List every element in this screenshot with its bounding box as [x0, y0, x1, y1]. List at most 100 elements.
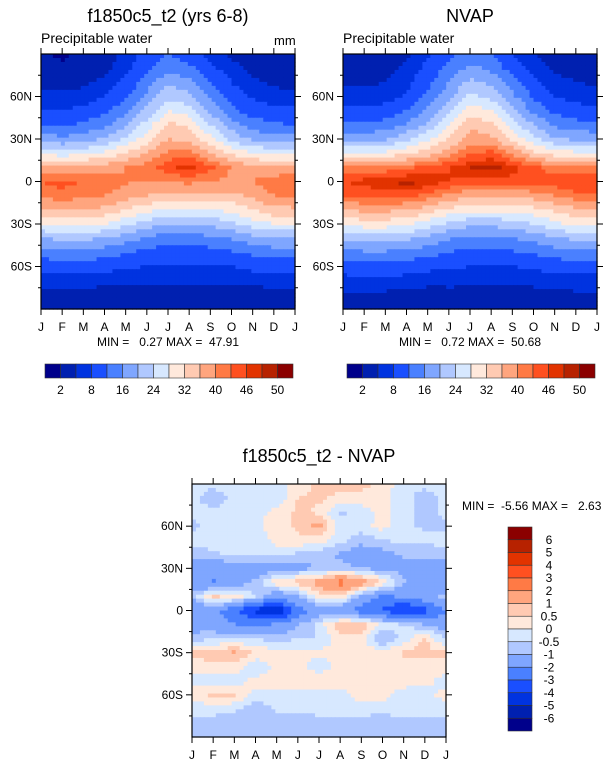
- model-cell: [247, 217, 252, 222]
- model-cell: [120, 293, 125, 298]
- obs-cell: [565, 73, 570, 79]
- model-cell: [116, 241, 121, 246]
- model-cell: [144, 197, 149, 203]
- model-cell: [144, 81, 149, 87]
- model-cell: [152, 285, 157, 290]
- model-cell: [108, 301, 114, 306]
- model-cell: [120, 101, 125, 107]
- model-cell: [283, 141, 288, 147]
- model-cell: [211, 145, 217, 151]
- obs-cell: [450, 69, 455, 75]
- model-cell: [80, 261, 86, 266]
- model-cell: [44, 97, 50, 103]
- model-cell: [171, 57, 177, 63]
- model-cell: [112, 197, 118, 203]
- model-cell: [243, 245, 248, 250]
- model-cell: [108, 265, 114, 270]
- model-cell: [203, 209, 209, 214]
- model-cell: [80, 301, 86, 306]
- obs-cell: [501, 89, 507, 95]
- model-cell: [41, 177, 46, 183]
- model-cell: [132, 241, 137, 246]
- model-cell: [243, 305, 248, 310]
- model-cell: [211, 141, 217, 147]
- model-cell: [56, 57, 62, 63]
- model-cell: [92, 181, 98, 187]
- model-cell: [140, 165, 145, 171]
- model-cell: [235, 89, 241, 95]
- model-cell: [179, 245, 185, 250]
- model-cell: [160, 177, 165, 183]
- model-xtick-label: J: [292, 320, 298, 334]
- model-cell: [243, 193, 248, 199]
- model-cell: [41, 157, 46, 163]
- model-cell: [64, 117, 70, 123]
- model-cell: [56, 129, 62, 135]
- model-cell: [207, 197, 213, 203]
- obs-cell: [537, 93, 543, 99]
- obs-cell: [565, 69, 570, 75]
- obs-cell: [501, 54, 507, 59]
- model-cell: [152, 97, 157, 103]
- model-cell: [187, 149, 193, 155]
- model-cell: [283, 105, 288, 111]
- model-cell: [144, 189, 149, 195]
- model-cell: [271, 173, 276, 179]
- model-cell: [243, 81, 248, 87]
- model-cell: [160, 129, 165, 135]
- model-cell: [187, 237, 193, 242]
- model-cell: [80, 221, 86, 226]
- model-cell: [152, 145, 157, 151]
- model-cell: [243, 85, 248, 91]
- model-cell: [136, 205, 141, 210]
- model-cell: [116, 209, 121, 214]
- obs-cell: [553, 97, 558, 103]
- model-cell: [124, 241, 129, 246]
- model-cell: [183, 221, 189, 226]
- obs-cell: [406, 85, 412, 91]
- obs-cell: [485, 89, 491, 95]
- model-cell: [148, 165, 153, 171]
- model-cell: [156, 57, 161, 63]
- obs-cell: [358, 73, 364, 79]
- model-cell: [291, 177, 296, 183]
- model-cell: [88, 277, 94, 282]
- model-cell: [116, 201, 121, 206]
- obs-cell: [354, 57, 360, 63]
- model-cell: [275, 197, 280, 203]
- model-cell: [239, 77, 245, 83]
- model-cell: [227, 205, 233, 210]
- model-cell: [104, 213, 110, 218]
- model-cell: [168, 261, 173, 266]
- obs-cell: [343, 85, 348, 91]
- model-cell: [287, 217, 292, 222]
- model-cell: [148, 241, 153, 246]
- model-cell: [80, 249, 86, 254]
- model-cell: [92, 113, 98, 119]
- model-cell: [148, 133, 153, 139]
- model-cell: [211, 73, 217, 79]
- model-cell: [72, 269, 78, 274]
- model-cell: [275, 137, 280, 143]
- model-cell: [112, 85, 118, 91]
- model-cell: [223, 217, 229, 222]
- model-cell: [239, 54, 245, 59]
- model-cell: [199, 65, 205, 71]
- model-cell: [76, 297, 82, 302]
- model-cell: [96, 273, 102, 278]
- model-cell: [164, 117, 169, 123]
- model-cell: [148, 293, 153, 298]
- model-cell: [239, 81, 245, 87]
- obs-cell: [585, 97, 590, 103]
- model-cell: [195, 81, 201, 87]
- model-cell: [283, 89, 288, 95]
- model-cell: [267, 221, 272, 226]
- model-cell: [164, 185, 169, 191]
- model-cell: [203, 173, 209, 179]
- model-cell: [263, 277, 268, 282]
- model-cell: [287, 137, 292, 143]
- model-cell: [207, 169, 213, 175]
- model-cell: [251, 137, 256, 143]
- model-cell: [179, 149, 185, 155]
- model-cell: [108, 81, 114, 87]
